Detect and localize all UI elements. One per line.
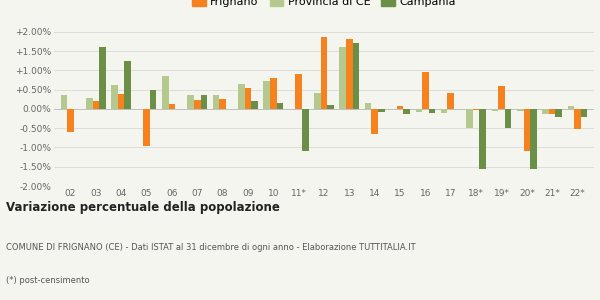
- Bar: [479, 109, 486, 169]
- Bar: [403, 109, 410, 114]
- Bar: [448, 93, 454, 109]
- Bar: [549, 109, 556, 114]
- Bar: [530, 109, 537, 169]
- Bar: [238, 84, 245, 109]
- Bar: [524, 109, 530, 151]
- Bar: [365, 103, 371, 109]
- Bar: [194, 100, 200, 109]
- Bar: [143, 109, 150, 146]
- Bar: [498, 86, 505, 109]
- Bar: [245, 88, 251, 109]
- Bar: [556, 109, 562, 117]
- Bar: [314, 93, 321, 109]
- Bar: [111, 85, 118, 109]
- Bar: [466, 109, 473, 128]
- Bar: [574, 109, 581, 129]
- Bar: [263, 81, 270, 109]
- Bar: [169, 104, 175, 109]
- Text: (*) post-censimento: (*) post-censimento: [6, 276, 89, 285]
- Bar: [441, 109, 448, 113]
- Bar: [321, 37, 327, 109]
- Legend: Frignano, Provincia di CE, Campania: Frignano, Provincia di CE, Campania: [188, 0, 460, 11]
- Bar: [219, 99, 226, 109]
- Bar: [568, 106, 574, 109]
- Bar: [61, 95, 67, 109]
- Bar: [581, 109, 587, 117]
- Bar: [340, 47, 346, 109]
- Bar: [491, 109, 498, 111]
- Bar: [118, 94, 124, 109]
- Bar: [213, 95, 219, 109]
- Bar: [150, 90, 157, 109]
- Bar: [378, 109, 385, 112]
- Bar: [346, 39, 353, 109]
- Bar: [92, 101, 99, 109]
- Bar: [353, 44, 359, 109]
- Bar: [371, 109, 378, 134]
- Bar: [86, 98, 92, 109]
- Text: COMUNE DI FRIGNANO (CE) - Dati ISTAT al 31 dicembre di ogni anno - Elaborazione : COMUNE DI FRIGNANO (CE) - Dati ISTAT al …: [6, 243, 416, 252]
- Bar: [302, 109, 308, 151]
- Bar: [517, 109, 524, 111]
- Bar: [162, 76, 169, 109]
- Bar: [124, 61, 131, 109]
- Bar: [295, 74, 302, 109]
- Bar: [542, 109, 549, 114]
- Text: Variazione percentuale della popolazione: Variazione percentuale della popolazione: [6, 201, 280, 214]
- Bar: [277, 103, 283, 109]
- Bar: [397, 106, 403, 109]
- Bar: [327, 105, 334, 109]
- Bar: [422, 72, 429, 109]
- Bar: [251, 101, 258, 109]
- Bar: [416, 109, 422, 112]
- Bar: [505, 109, 511, 128]
- Bar: [429, 109, 435, 113]
- Bar: [473, 109, 479, 110]
- Bar: [187, 95, 194, 109]
- Bar: [99, 47, 106, 109]
- Bar: [67, 109, 74, 132]
- Bar: [270, 78, 277, 109]
- Bar: [200, 95, 207, 109]
